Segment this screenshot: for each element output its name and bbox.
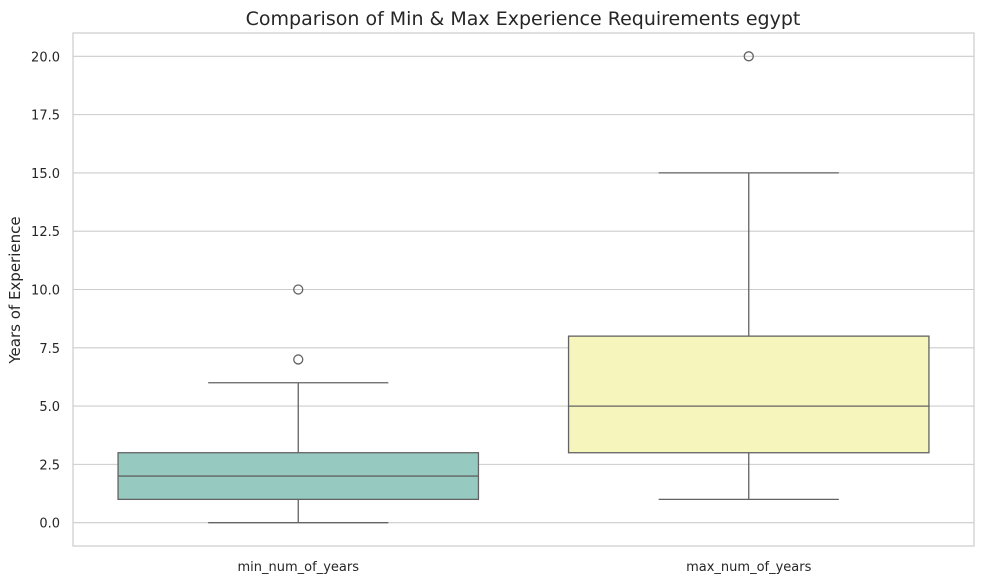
boxes <box>117 51 930 524</box>
x-tick-label: min_num_of_years <box>238 560 360 575</box>
y-axis-label: Years of Experience <box>6 216 24 364</box>
outlier-point <box>293 354 304 365</box>
y-tick-label: 5.0 <box>39 400 60 415</box>
y-tick-label: 20.0 <box>31 50 60 65</box>
y-tick-label: 12.5 <box>31 225 60 240</box>
outlier-point <box>293 284 304 295</box>
y-tick-label: 0.0 <box>39 517 60 532</box>
outlier-point <box>743 51 754 62</box>
plot-frame <box>72 32 975 547</box>
box-group-max_num_of_years <box>567 51 930 501</box>
x-ticks: min_num_of_years max_num_of_years <box>238 560 812 575</box>
y-tick-label: 15.0 <box>31 167 60 182</box>
y-tick-label: 2.5 <box>39 458 60 473</box>
iqr-box <box>567 335 930 454</box>
y-tick-label: 7.5 <box>39 342 60 357</box>
y-tick-label: 10.0 <box>31 284 60 299</box>
y-ticks: 0.0 2.5 5.0 7.5 10.0 12.5 15.0 17.5 20.0 <box>31 50 60 531</box>
y-tick-label: 17.5 <box>31 109 60 124</box>
box-group-min_num_of_years <box>117 284 480 524</box>
x-tick-label: max_num_of_years <box>686 560 811 575</box>
chart-title: Comparison of Min & Max Experience Requi… <box>246 8 801 30</box>
